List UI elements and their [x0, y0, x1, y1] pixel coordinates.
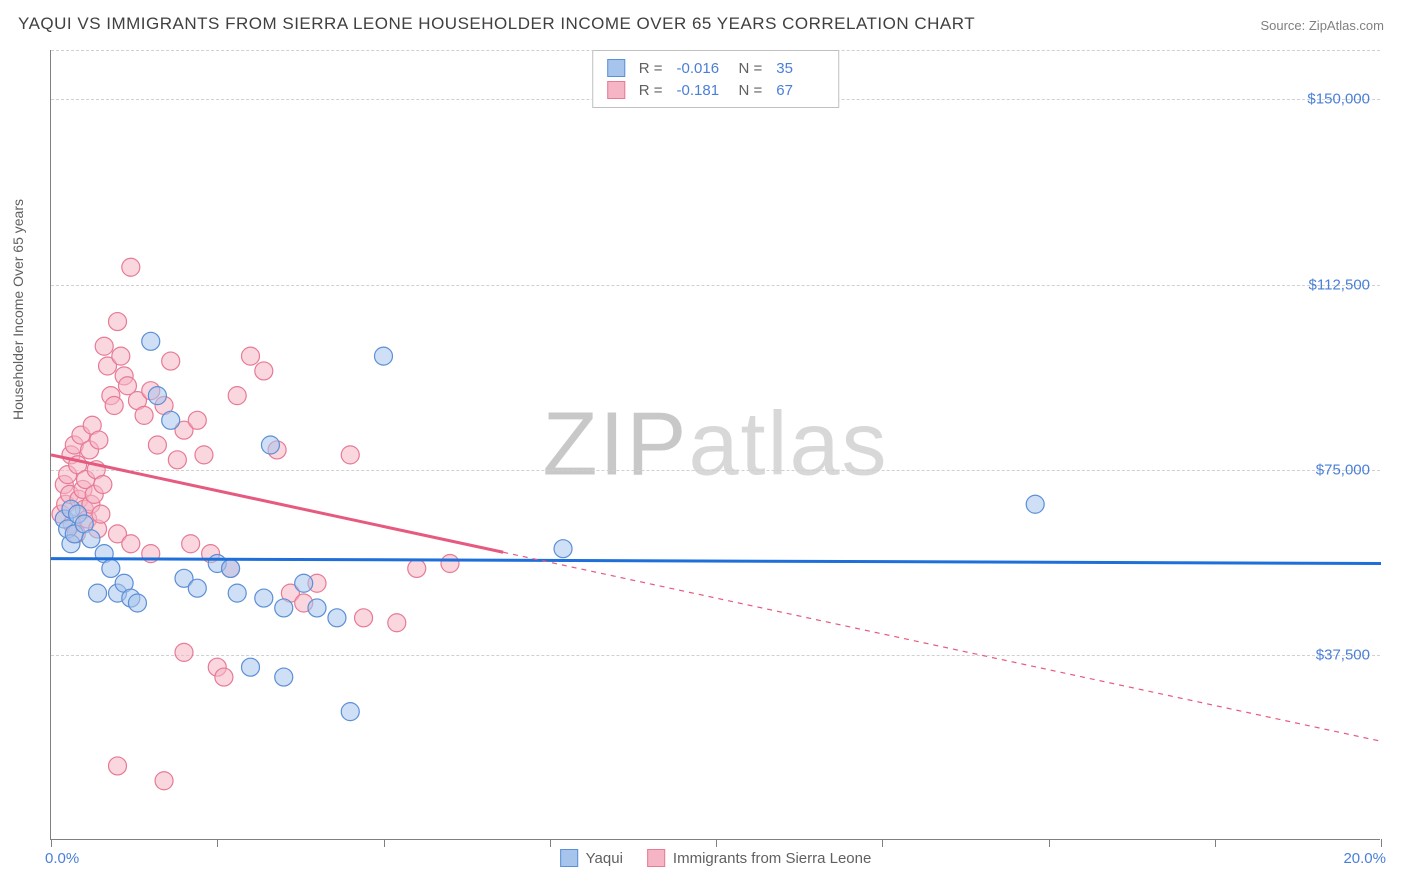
regression-line-dashed: [503, 552, 1381, 741]
legend-swatch-1: [560, 849, 578, 867]
scatter-point: [162, 352, 180, 370]
n-value-2: 67: [776, 82, 824, 99]
scatter-point: [261, 436, 279, 454]
x-tick: [1049, 839, 1050, 847]
scatter-point: [328, 609, 346, 627]
scatter-point: [89, 584, 107, 602]
stats-row-series-2: R = -0.181 N = 67: [607, 79, 825, 101]
legend-swatch-2: [647, 849, 665, 867]
swatch-series-2: [607, 81, 625, 99]
scatter-point: [408, 559, 426, 577]
scatter-point: [182, 535, 200, 553]
scatter-point: [222, 559, 240, 577]
scatter-point: [341, 446, 359, 464]
scatter-point: [195, 446, 213, 464]
n-value-1: 35: [776, 60, 824, 77]
scatter-point: [242, 347, 260, 365]
scatter-point: [155, 772, 173, 790]
scatter-point: [188, 411, 206, 429]
source-prefix: Source:: [1260, 18, 1308, 33]
scatter-point: [341, 703, 359, 721]
scatter-point: [148, 436, 166, 454]
scatter-point: [82, 530, 100, 548]
scatter-svg: [51, 50, 1380, 839]
scatter-point: [255, 589, 273, 607]
scatter-point: [105, 397, 123, 415]
x-tick: [384, 839, 385, 847]
scatter-point: [1026, 495, 1044, 513]
scatter-point: [355, 609, 373, 627]
scatter-point: [128, 594, 146, 612]
scatter-point: [175, 643, 193, 661]
scatter-point: [275, 599, 293, 617]
y-axis-label: Householder Income Over 65 years: [10, 199, 26, 420]
scatter-point: [94, 476, 112, 494]
x-tick: [1381, 839, 1382, 847]
scatter-point: [90, 431, 108, 449]
r-value-1: -0.016: [677, 60, 725, 77]
legend-item-2: Immigrants from Sierra Leone: [647, 849, 871, 867]
scatter-point: [375, 347, 393, 365]
r-value-2: -0.181: [677, 82, 725, 99]
scatter-point: [242, 658, 260, 676]
scatter-point: [255, 362, 273, 380]
x-tick: [716, 839, 717, 847]
scatter-point: [109, 313, 127, 331]
n-label-1: N =: [739, 60, 763, 77]
scatter-point: [109, 757, 127, 775]
scatter-point: [188, 579, 206, 597]
scatter-point: [308, 599, 326, 617]
regression-line-solid: [51, 559, 1381, 564]
scatter-point: [148, 387, 166, 405]
swatch-series-1: [607, 59, 625, 77]
source-link[interactable]: ZipAtlas.com: [1309, 18, 1384, 33]
x-tick: [217, 839, 218, 847]
scatter-point: [388, 614, 406, 632]
source-attribution: Source: ZipAtlas.com: [1260, 18, 1384, 33]
x-tick: [550, 839, 551, 847]
plot-area: ZIPatlas $37,500$75,000$112,500$150,000 …: [50, 50, 1380, 840]
scatter-point: [112, 347, 130, 365]
scatter-point: [215, 668, 233, 686]
legend-label-1: Yaqui: [586, 850, 623, 867]
stats-row-series-1: R = -0.016 N = 35: [607, 57, 825, 79]
scatter-point: [228, 584, 246, 602]
scatter-point: [95, 337, 113, 355]
scatter-point: [168, 451, 186, 469]
scatter-point: [122, 258, 140, 276]
x-tick: [882, 839, 883, 847]
r-label-1: R =: [639, 60, 663, 77]
bottom-legend: Yaqui Immigrants from Sierra Leone: [560, 849, 872, 867]
scatter-point: [142, 332, 160, 350]
scatter-point: [295, 574, 313, 592]
x-tick: [51, 839, 52, 847]
scatter-point: [162, 411, 180, 429]
scatter-point: [92, 505, 110, 523]
scatter-point: [102, 559, 120, 577]
legend-item-1: Yaqui: [560, 849, 623, 867]
stats-legend-box: R = -0.016 N = 35 R = -0.181 N = 67: [592, 50, 840, 108]
chart-title: YAQUI VS IMMIGRANTS FROM SIERRA LEONE HO…: [18, 14, 975, 34]
scatter-point: [122, 535, 140, 553]
scatter-point: [441, 555, 459, 573]
scatter-point: [275, 668, 293, 686]
legend-label-2: Immigrants from Sierra Leone: [673, 850, 871, 867]
n-label-2: N =: [739, 82, 763, 99]
x-max-label: 20.0%: [1343, 850, 1386, 867]
scatter-point: [135, 406, 153, 424]
x-tick: [1215, 839, 1216, 847]
r-label-2: R =: [639, 82, 663, 99]
x-min-label: 0.0%: [45, 850, 79, 867]
scatter-point: [554, 540, 572, 558]
scatter-point: [228, 387, 246, 405]
